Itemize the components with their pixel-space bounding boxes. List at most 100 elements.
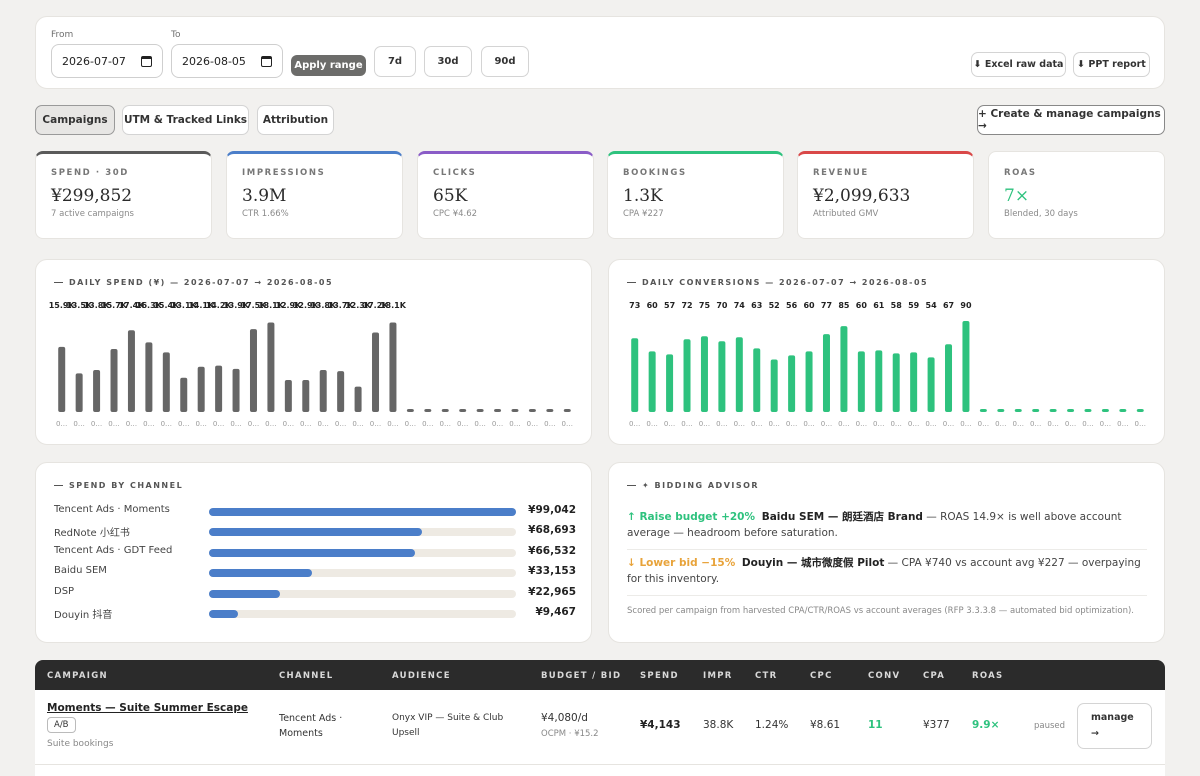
chart-bar: [979, 409, 987, 412]
x-tick-label: 0…: [1013, 420, 1024, 428]
advisor-item: ↑ Raise budget +20% Baidu SEM — 朗廷酒店 Bra…: [627, 509, 1147, 541]
advisor-tag: ↑ Raise budget +20%: [627, 511, 755, 523]
kpi-sub: Attributed GMV: [813, 209, 879, 219]
budget-cell: ¥4,080/d: [541, 712, 588, 724]
chart-bar: [354, 386, 362, 412]
create-campaigns-button[interactable]: + Create & manage campaigns →: [977, 105, 1165, 135]
x-tick-label: 0…: [1082, 420, 1093, 428]
bar-value-label: 13.8K: [310, 301, 337, 310]
col-channel[interactable]: CHANNEL: [279, 671, 334, 681]
bidding-advisor-title: ✦ BIDDING ADVISOR: [627, 481, 759, 490]
channel-name: Tencent Ads · GDT Feed: [54, 545, 173, 556]
kpi-sub: CPC ¥4.62: [433, 209, 478, 219]
x-tick-label: 0…: [283, 420, 294, 428]
advisor-campaign[interactable]: Baidu SEM — 朗廷酒店 Brand: [761, 511, 923, 523]
kpi-label: BOOKINGS: [623, 168, 687, 178]
x-tick-label: 0…: [213, 420, 224, 428]
to-date-input[interactable]: 2026-08-05: [171, 44, 283, 78]
kpi-value: 1.3K: [623, 186, 663, 206]
channel-bar-fill: [209, 549, 416, 557]
x-tick-label: 0…: [960, 420, 971, 428]
col-cpc[interactable]: CPC: [810, 671, 833, 681]
preset-7d-button[interactable]: 7d: [374, 46, 416, 77]
col-campaign[interactable]: CAMPAIGN: [47, 671, 108, 681]
roas-cell: 9.9×: [972, 719, 1000, 731]
ctr-cell: 1.24%: [755, 719, 789, 731]
chart-bar: [1032, 409, 1040, 412]
x-tick-label: 0…: [143, 420, 154, 428]
bar-value-label: 75: [699, 301, 711, 310]
kpi-value: ¥299,852: [51, 186, 133, 206]
ppt-export-button[interactable]: ⬇ PPT report: [1073, 52, 1150, 77]
tab-campaigns[interactable]: Campaigns: [35, 105, 115, 135]
chart-bar: [753, 348, 761, 412]
x-tick-label: 0…: [405, 420, 416, 428]
excel-export-button[interactable]: ⬇ Excel raw data: [971, 52, 1066, 77]
bidding-advisor-card: ✦ BIDDING ADVISOR ↑ Raise budget +20% Ba…: [608, 462, 1165, 643]
chart-bar: [770, 359, 778, 412]
apply-range-button[interactable]: Apply range: [291, 55, 366, 76]
from-date-input[interactable]: 2026-07-07: [51, 44, 163, 78]
calendar-icon[interactable]: [261, 55, 272, 67]
divider: [627, 549, 1147, 550]
x-tick-label: 0…: [248, 420, 259, 428]
x-tick-label: 0…: [1100, 420, 1111, 428]
bar-value-label: 13.9K: [223, 301, 250, 310]
tab-attribution[interactable]: Attribution: [257, 105, 334, 135]
x-tick-label: 0…: [664, 420, 675, 428]
x-tick-label: 0…: [492, 420, 503, 428]
calendar-icon[interactable]: [141, 55, 152, 67]
chart-bar: [459, 409, 467, 412]
col-spend[interactable]: SPEND: [640, 671, 679, 681]
col-conv[interactable]: CONV: [868, 671, 901, 681]
x-tick-label: 0…: [126, 420, 137, 428]
channel-name: DSP: [54, 586, 75, 597]
x-tick-label: 0…: [821, 420, 832, 428]
daily-conversions-chart: 73 0… 60 0… 57 0… 72 0… 75 0… 70 0… 74 0… 63 0… 52 0… 56 0……: [629, 301, 1146, 428]
bar-value-label: 17.2K: [363, 301, 390, 310]
kpi-bookings: BOOKINGS 1.3K CPA ¥227: [607, 151, 784, 239]
x-tick-label: 0…: [803, 420, 814, 428]
chart-bar: [910, 352, 918, 412]
audience-cell: Onyx VIP — Suite & Club Upsell: [392, 713, 504, 738]
col-impr[interactable]: IMPR: [703, 671, 733, 681]
col-roas[interactable]: ROAS: [972, 671, 1004, 681]
bar-value-label: 12.9K: [293, 301, 320, 310]
preset-30d-button[interactable]: 30d: [424, 46, 472, 77]
x-tick-label: 0…: [457, 420, 468, 428]
chart-bar: [788, 355, 796, 412]
channel-bar-track: [209, 610, 516, 618]
advisor-campaign[interactable]: Douyin — 城市微度假 Pilot: [741, 557, 885, 569]
col-ctr[interactable]: CTR: [755, 671, 778, 681]
bar-value-label: 15.9K: [49, 301, 76, 310]
status-badge: paused: [1034, 721, 1066, 731]
x-tick-label: 0…: [1030, 420, 1041, 428]
bar-value-label: 12.3K: [345, 301, 372, 310]
bid-cell: OCPM · ¥15.2: [541, 729, 599, 739]
kpi-sub: 7 active campaigns: [51, 209, 134, 219]
x-tick-label: 0…: [300, 420, 311, 428]
kpi-label: CLICKS: [433, 168, 477, 178]
date-range-bar: From 2026-07-07 To 2026-08-05 Apply rang…: [35, 16, 1165, 89]
col-audience[interactable]: AUDIENCE: [392, 671, 451, 681]
channel-bar-fill: [209, 569, 312, 577]
chart-bar: [110, 349, 118, 412]
channel-bar-fill: [209, 528, 423, 536]
x-tick-label: 0…: [335, 420, 346, 428]
col-cpa[interactable]: CPA: [923, 671, 946, 681]
chart-bar: [180, 377, 188, 412]
col-budget-bid[interactable]: BUDGET / BID: [541, 671, 622, 681]
bar-value-label: 85: [838, 301, 850, 310]
chart-bar: [319, 370, 327, 412]
manage-button[interactable]: manage →: [1077, 703, 1152, 749]
chart-bar: [302, 379, 310, 412]
chart-bar: [875, 350, 883, 412]
preset-90d-button[interactable]: 90d: [481, 46, 529, 77]
x-tick-label: 0…: [734, 420, 745, 428]
x-tick-label: 0…: [943, 420, 954, 428]
campaign-name-link[interactable]: Moments — Suite Summer Escape: [47, 702, 248, 714]
tab-utm-tracked-links[interactable]: UTM & Tracked Links: [122, 105, 249, 135]
chart-bar: [546, 409, 554, 412]
table-row[interactable]: Moments — Suite Summer Escape A/B Suite …: [35, 690, 1165, 765]
x-tick-label: 0…: [716, 420, 727, 428]
